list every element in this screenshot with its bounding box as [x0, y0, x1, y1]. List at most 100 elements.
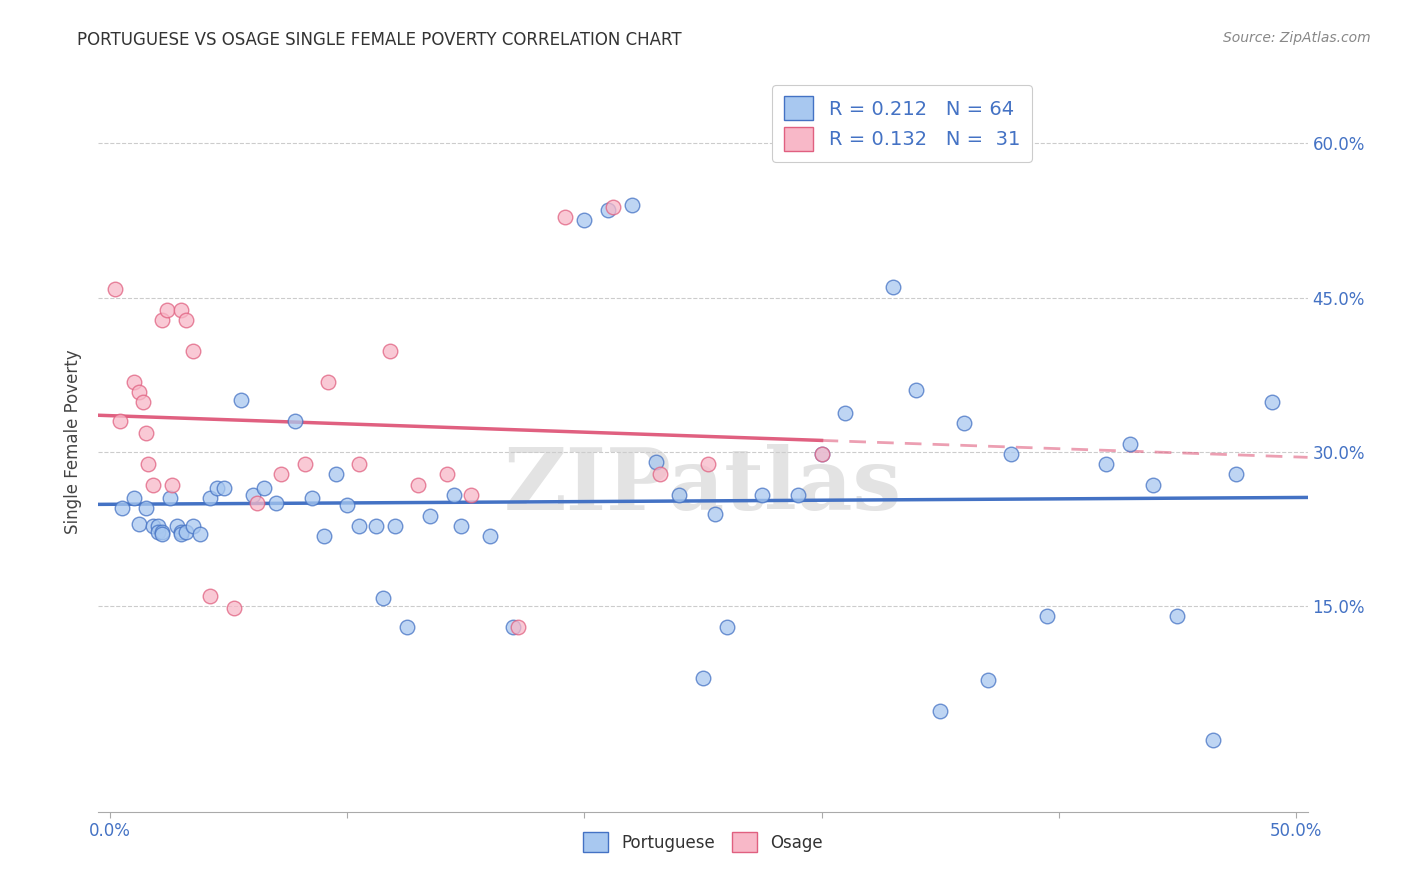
Point	[132, 395, 155, 409]
Point	[246, 496, 269, 510]
Point	[696, 457, 718, 471]
Point	[371, 591, 394, 605]
Point	[882, 280, 904, 294]
Point	[205, 481, 228, 495]
Point	[692, 671, 714, 685]
Point	[152, 524, 174, 539]
Point	[408, 477, 430, 491]
Point	[253, 481, 276, 495]
Text: ZIPatlas: ZIPatlas	[503, 444, 903, 528]
Point	[128, 385, 150, 400]
Point	[1036, 609, 1059, 624]
Point	[318, 375, 340, 389]
Point	[229, 393, 252, 408]
Point	[108, 414, 131, 428]
Point	[142, 477, 165, 491]
Point	[347, 457, 370, 471]
Point	[1095, 457, 1118, 471]
Point	[436, 467, 458, 482]
Point	[786, 488, 808, 502]
Point	[929, 704, 952, 718]
Point	[284, 414, 307, 428]
Point	[905, 383, 928, 397]
Point	[242, 488, 264, 502]
Point	[301, 491, 323, 505]
Point	[395, 620, 418, 634]
Point	[128, 516, 150, 531]
Point	[152, 313, 174, 327]
Point	[122, 491, 145, 505]
Point	[460, 488, 482, 502]
Point	[198, 491, 221, 505]
Point	[650, 467, 672, 482]
Point	[166, 519, 188, 533]
Point	[419, 508, 441, 523]
Point	[554, 211, 576, 225]
Point	[146, 519, 169, 533]
Point	[602, 200, 624, 214]
Point	[136, 457, 159, 471]
Point	[336, 498, 359, 512]
Point	[135, 426, 157, 441]
Point	[174, 524, 197, 539]
Point	[181, 344, 204, 359]
Point	[156, 302, 179, 317]
Point	[325, 467, 347, 482]
Point	[378, 344, 401, 359]
Point	[264, 496, 287, 510]
Point	[190, 527, 212, 541]
Point	[312, 529, 335, 543]
Point	[270, 467, 292, 482]
Point	[443, 488, 465, 502]
Point	[810, 447, 832, 461]
Point	[703, 507, 725, 521]
Point	[1202, 732, 1225, 747]
Text: PORTUGUESE VS OSAGE SINGLE FEMALE POVERTY CORRELATION CHART: PORTUGUESE VS OSAGE SINGLE FEMALE POVERT…	[77, 31, 682, 49]
Point	[450, 519, 472, 533]
Point	[1142, 477, 1164, 491]
Point	[135, 501, 157, 516]
Point	[364, 519, 387, 533]
Point	[751, 488, 773, 502]
Point	[170, 527, 193, 541]
Point	[212, 481, 235, 495]
Point	[160, 477, 183, 491]
Point	[1225, 467, 1247, 482]
Point	[152, 527, 174, 541]
Point	[574, 213, 596, 227]
Point	[976, 673, 998, 687]
Point	[122, 375, 145, 389]
Point	[142, 519, 165, 533]
Point	[111, 501, 134, 516]
Point	[347, 519, 370, 533]
Point	[834, 406, 856, 420]
Point	[174, 313, 197, 327]
Point	[478, 529, 501, 543]
Point	[598, 203, 620, 218]
Point	[222, 601, 245, 615]
Point	[620, 198, 643, 212]
Point	[952, 416, 974, 430]
Point	[506, 620, 529, 634]
Point	[170, 524, 193, 539]
Point	[1000, 447, 1022, 461]
Y-axis label: Single Female Poverty: Single Female Poverty	[65, 350, 83, 533]
Point	[1119, 436, 1142, 450]
Point	[1166, 609, 1188, 624]
Text: Source: ZipAtlas.com: Source: ZipAtlas.com	[1223, 31, 1371, 45]
Point	[384, 519, 406, 533]
Point	[146, 524, 169, 539]
Point	[1261, 395, 1284, 409]
Point	[170, 302, 193, 317]
Point	[198, 589, 221, 603]
Point	[104, 282, 127, 296]
Point	[810, 447, 832, 461]
Point	[502, 620, 524, 634]
Point	[716, 620, 738, 634]
Point	[159, 491, 181, 505]
Point	[668, 488, 690, 502]
Point	[294, 457, 316, 471]
Legend: Portuguese, Osage: Portuguese, Osage	[576, 825, 830, 859]
Point	[181, 519, 204, 533]
Point	[644, 455, 666, 469]
